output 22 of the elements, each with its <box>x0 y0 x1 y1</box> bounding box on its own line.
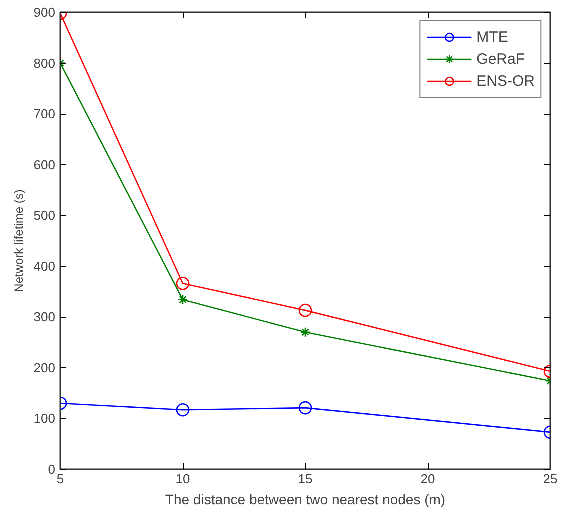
y-tick-label: 300 <box>34 310 56 325</box>
point <box>298 304 312 318</box>
y-tick-label: 600 <box>34 157 56 172</box>
y-tick-label: 400 <box>34 258 56 274</box>
y-tick-label: 800 <box>34 56 56 71</box>
x-tick-label: 25 <box>543 472 558 486</box>
point <box>176 277 190 290</box>
legend-label: GeRaF <box>476 50 526 68</box>
legend-label: ENS-OR <box>476 72 535 90</box>
y-tick-label: 700 <box>34 106 56 122</box>
legend-label: MTE <box>476 28 508 46</box>
x-tick-label: 10 <box>176 472 190 486</box>
y-tick-label: 0 <box>48 462 56 477</box>
x-tick-label: 5 <box>56 472 64 486</box>
y-tick-label: 200 <box>34 360 56 376</box>
y-tick-label: 500 <box>34 208 56 224</box>
x-tick-label: 20 <box>420 472 436 486</box>
x-tick-label: 15 <box>298 472 313 486</box>
y-tick-label: 100 <box>34 411 56 426</box>
x-axis-title: The distance between two nearest nodes (m) <box>165 492 446 508</box>
y-axis-title: Network lifetime (s) <box>12 190 26 292</box>
y-tick-label: 900 <box>34 5 56 20</box>
